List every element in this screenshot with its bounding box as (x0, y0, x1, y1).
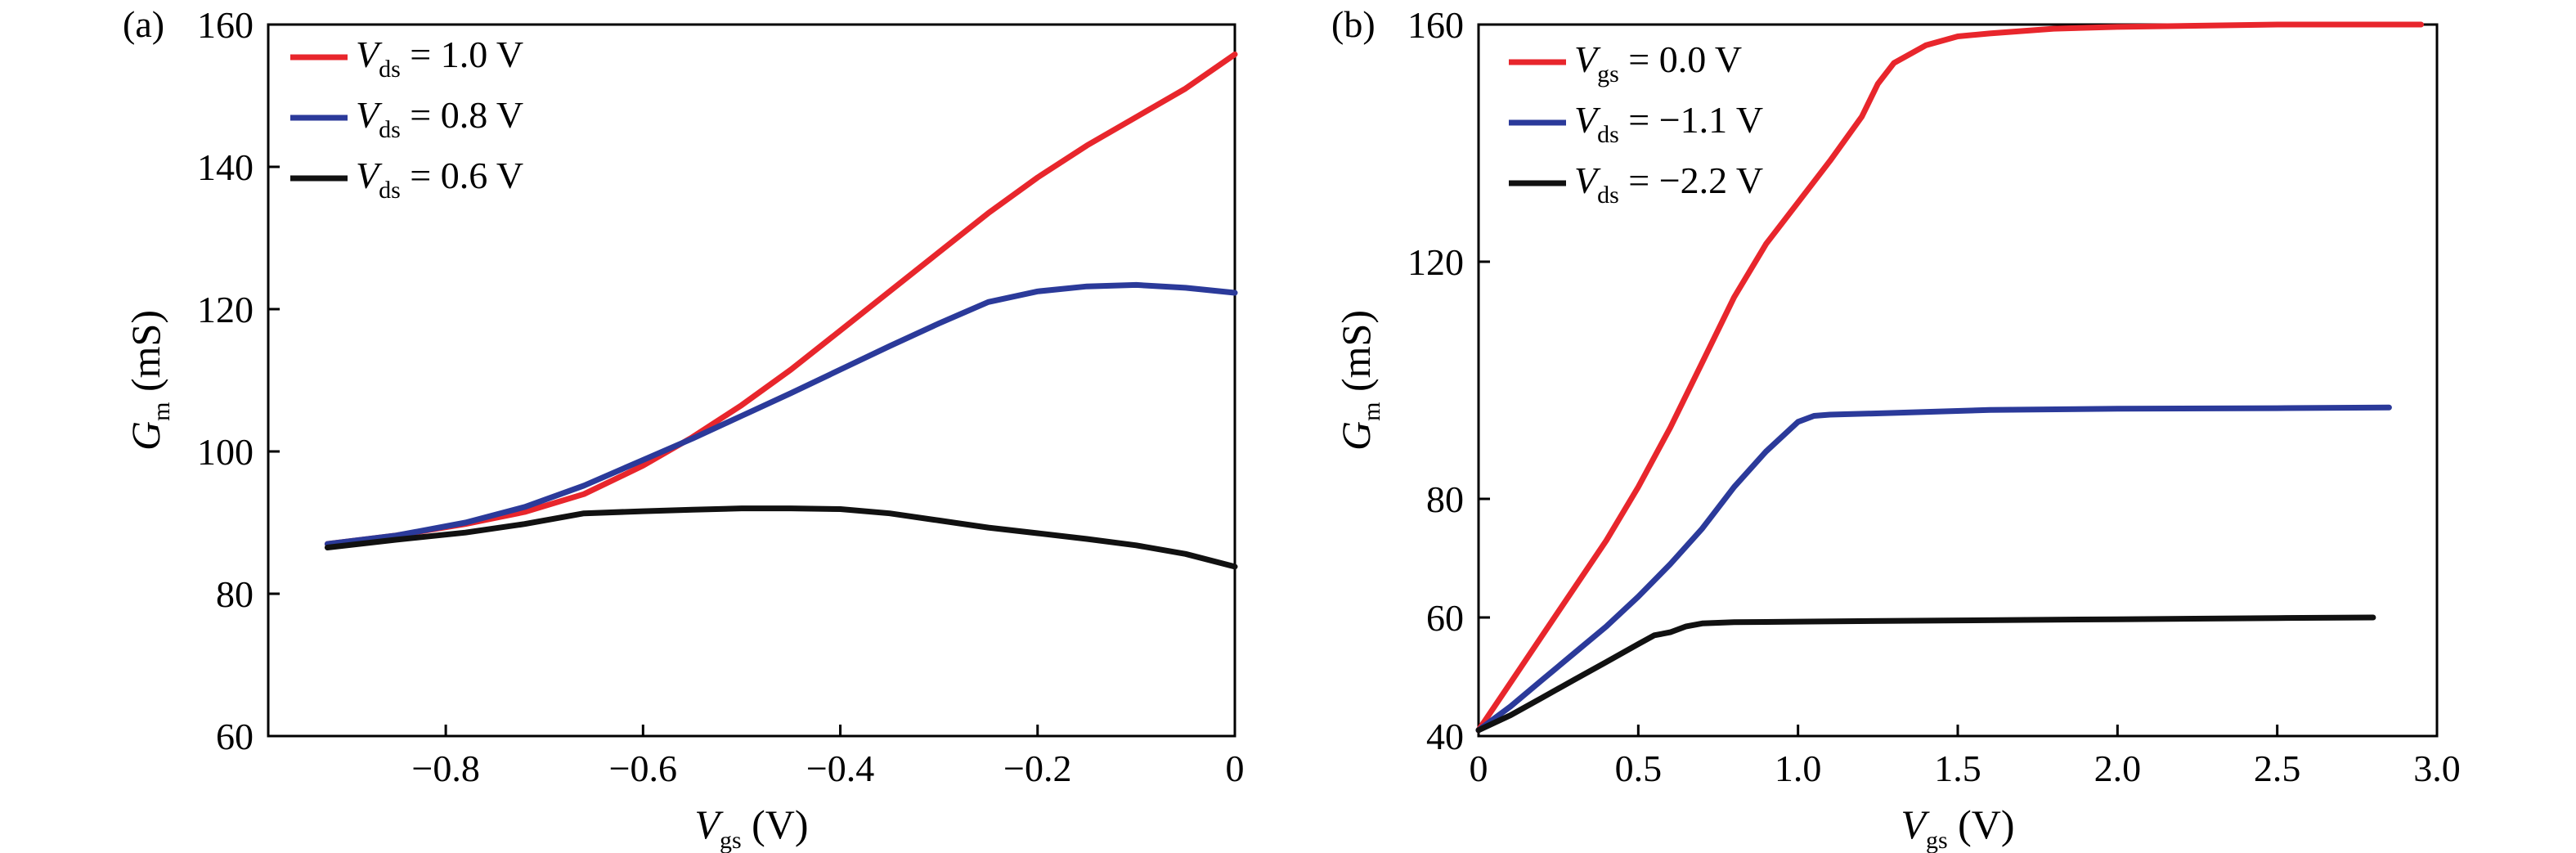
legend-label-3: Vds = 0.6 V (356, 155, 523, 204)
legend-label-value: = 1.0 V (401, 34, 523, 75)
series-line-2 (324, 281, 1238, 547)
panel-b: (b) 0 0.5 1.0 1.5 2.0 2.5 3.0 40 60 80 120 160 Vgs (V… (1331, 3, 2461, 853)
x-tick-label: 3.0 (2413, 747, 2461, 789)
legend-label-sub: ds (379, 177, 401, 204)
y-axis-label: Gm (mS) (123, 310, 175, 451)
x-axis-label-main: V (1901, 801, 1930, 847)
x-tick-label: −0.4 (806, 747, 874, 789)
legend-label-2: Vds = 0.8 V (356, 94, 523, 143)
legend-label-1: Vds = 1.0 V (356, 34, 523, 83)
x-axis-label: Vgs (V) (694, 801, 808, 853)
x-tick-label: −0.8 (411, 747, 479, 789)
panel-label: (b) (1331, 3, 1376, 45)
x-axis-label-main: V (694, 801, 724, 847)
panel-label: (a) (123, 3, 164, 45)
series-line-3 (1475, 614, 2376, 734)
legend-label-value: = 0.0 V (1619, 38, 1742, 80)
x-axis-label: Vgs (V) (1901, 801, 2014, 853)
legend-label-3: Vds = −2.2 V (1574, 159, 1763, 209)
legend-label-value: = −2.2 V (1619, 159, 1763, 201)
panel-a: (a) −0.8 −0.6 −0.4 −0.2 0 60 80 100 120 140 160 Vgs … (123, 3, 1245, 853)
y-tick-label: 160 (197, 4, 254, 46)
y-tick-label: 120 (197, 289, 254, 330)
series-line-1 (1475, 21, 2424, 734)
plot-frame (267, 23, 1236, 738)
legend-label-sub: ds (1597, 121, 1619, 148)
y-axis-label-sub: m (1358, 402, 1385, 421)
x-tick-label: 0 (1226, 747, 1245, 789)
x-tick-label: 0.5 (1615, 747, 1663, 789)
y-tick-label: 80 (216, 573, 254, 615)
legend-label-main: V (1574, 99, 1601, 141)
y-axis-label: Gm (mS) (1333, 310, 1385, 451)
series-line-1 (324, 52, 1238, 547)
y-tick-label: 140 (197, 146, 254, 188)
x-axis-label-unit: (V) (742, 801, 809, 847)
x-axis-label-unit: (V) (1948, 801, 2015, 847)
y-axis-label-main: G (1333, 421, 1379, 451)
legend-label-2: Vds = −1.1 V (1574, 99, 1763, 148)
y-tick-label: 100 (197, 431, 254, 473)
y-axis-label-main: G (123, 421, 168, 451)
legend-label-value: = 0.6 V (401, 155, 523, 196)
y-tick-label: 60 (216, 716, 254, 757)
legend-label-main: V (1574, 38, 1601, 80)
x-tick-label: 1.0 (1775, 747, 1822, 789)
y-tick-label: 160 (1407, 4, 1464, 46)
legend-label-sub: gs (1597, 61, 1619, 88)
legend-label-value: = −1.1 V (1619, 99, 1763, 141)
x-axis-label-sub: gs (720, 827, 742, 853)
legend-label-sub: ds (1597, 182, 1619, 209)
y-tick-label: 80 (1426, 478, 1464, 520)
x-tick-label: 2.5 (2254, 747, 2301, 789)
x-tick-label: 0 (1470, 747, 1488, 789)
y-axis-label-sub: m (148, 402, 175, 421)
legend-label-1: Vgs = 0.0 V (1574, 38, 1742, 88)
legend-label-main: V (1574, 159, 1601, 201)
legend-label-main: V (356, 94, 383, 136)
legend-label-sub: ds (379, 116, 401, 143)
legend-label-value: = 0.8 V (401, 94, 523, 136)
legend-label-sub: ds (379, 56, 401, 83)
y-axis-label-unit: (mS) (123, 310, 168, 402)
x-tick-label: −0.2 (1003, 747, 1071, 789)
series-line-3 (324, 505, 1238, 570)
legend-label-main: V (356, 34, 383, 75)
x-axis-label-sub: gs (1926, 827, 1948, 853)
y-axis-label-unit: (mS) (1333, 310, 1379, 402)
y-tick-label: 120 (1407, 241, 1464, 283)
x-tick-label: 2.0 (2094, 747, 2142, 789)
series-line-2 (1475, 404, 2392, 734)
y-tick-label: 40 (1426, 716, 1464, 757)
x-tick-label: 1.5 (1934, 747, 1981, 789)
y-tick-label: 60 (1426, 597, 1464, 639)
legend-label-main: V (356, 155, 383, 196)
x-tick-label: −0.6 (609, 747, 677, 789)
